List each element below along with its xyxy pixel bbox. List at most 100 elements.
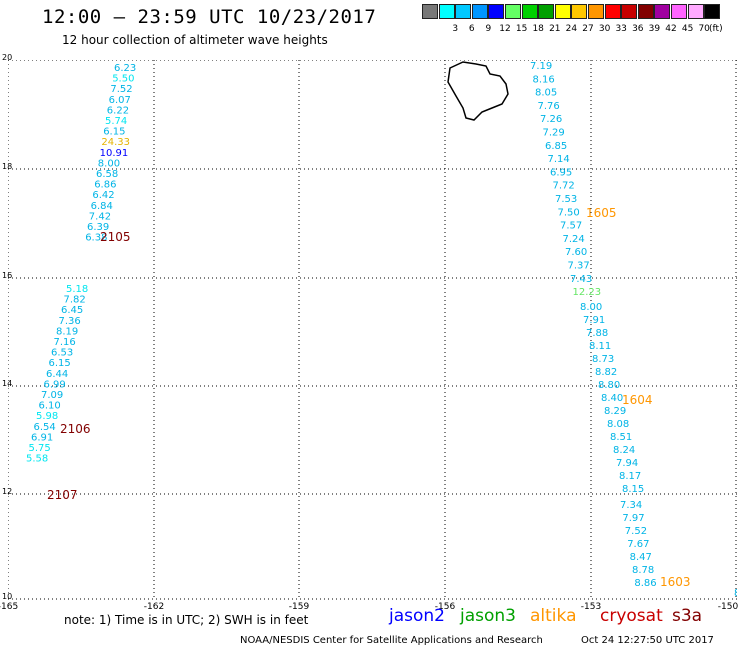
- scale-swatch: [438, 4, 455, 19]
- satellite-legend-item: s3a: [672, 606, 703, 626]
- longitude-tick: -156: [434, 602, 456, 612]
- wave-height-value: 6.99: [44, 379, 66, 390]
- wave-height-value: 7.42: [89, 211, 111, 222]
- scale-label: 9: [485, 24, 492, 34]
- satellite-legend-item: altika: [530, 606, 577, 626]
- wave-height-value: 6.58: [96, 169, 118, 180]
- scale-label: 30: [598, 24, 611, 34]
- satellite-legend-item: jason3: [460, 606, 516, 626]
- wave-height-value: 6.15: [49, 358, 71, 369]
- wave-height-value: 7.43: [570, 274, 592, 285]
- wave-height-value: 5.74: [105, 116, 127, 127]
- wave-height-value: 6.44: [46, 369, 68, 380]
- scale-label: 15: [515, 24, 528, 34]
- wave-height-value: 8.40: [601, 393, 623, 404]
- wave-height-value: 24.33: [101, 137, 130, 148]
- scale-label: 42: [665, 24, 677, 34]
- wave-height-value: 8.00: [580, 302, 602, 313]
- wave-height-value: 7.37: [568, 261, 590, 272]
- scale-swatch: [422, 4, 438, 19]
- hawaii-island-outline: [447, 61, 509, 121]
- scale-label: 36: [632, 24, 644, 34]
- wave-height-value: 5.50: [112, 74, 134, 85]
- wave-height-value: 10.91: [100, 148, 129, 159]
- scale-swatch: [687, 4, 704, 19]
- wave-height-value: 5.98: [36, 411, 58, 422]
- wave-height-value: 8.78: [632, 565, 654, 576]
- scale-swatch: [521, 4, 538, 19]
- wave-height-value: 6.95: [550, 167, 572, 178]
- wave-height-value: 8.73: [592, 354, 614, 365]
- wave-height-value: 7.94: [616, 458, 638, 469]
- pass-id-label: 1605: [586, 206, 617, 220]
- latitude-tick: 12: [2, 487, 13, 496]
- longitude-tick: -165: [0, 602, 19, 612]
- wave-height-value: 8.24: [613, 445, 635, 456]
- wave-height-value: 6.15: [103, 127, 125, 138]
- map-subtitle: 12 hour collection of altimeter wave hei…: [62, 33, 328, 47]
- wave-height-value: 6.42: [92, 190, 114, 201]
- wave-height-value: 7.52: [110, 84, 132, 95]
- wave-height-value: 7.34: [620, 500, 642, 511]
- wave-height-value: 8.00: [98, 158, 120, 169]
- scale-label: 27: [582, 24, 594, 34]
- wave-height-value: 6.45: [61, 305, 83, 316]
- pass-id-label: 1604: [622, 393, 653, 407]
- wave-height-value: 7.88: [586, 328, 608, 339]
- wave-height-value: 8.51: [610, 432, 632, 443]
- longitude-tick: -150: [717, 602, 739, 612]
- wave-height-value: 7.50: [558, 207, 580, 218]
- wave-height-value: 8.86: [634, 578, 656, 589]
- map-canvas: 6.235.507.526.076.225.746.1524.3310.918.…: [8, 60, 737, 600]
- altimeter-tracks: 6.235.507.526.076.225.746.1524.3310.918.…: [26, 61, 737, 599]
- scale-swatch: [505, 4, 521, 19]
- scale-label: 12: [499, 24, 511, 34]
- wave-height-value: 8.16: [533, 74, 555, 85]
- wave-height-value: 7.29: [543, 128, 565, 139]
- wave-height-value: 5.58: [26, 454, 48, 465]
- footnote: note: 1) Time is in UTC; 2) SWH is in fe…: [64, 613, 309, 627]
- wave-height-value: 7.76: [538, 101, 560, 112]
- wave-height-value: 8.47: [630, 552, 652, 563]
- scale-swatch: [571, 4, 588, 19]
- wave-height-value: 6.54: [34, 422, 56, 433]
- clipped-wave-value: 8.8: [734, 588, 737, 599]
- wave-height-value: 7.57: [560, 221, 582, 232]
- latitude-tick: 10: [2, 592, 13, 601]
- wave-height-value: 7.97: [622, 513, 644, 524]
- wave-height-value: 7.67: [627, 539, 649, 550]
- scale-swatch: [654, 4, 671, 19]
- wave-height-value: 7.19: [530, 61, 552, 72]
- wave-height-value: 7.52: [625, 526, 647, 537]
- scale-label: 3: [452, 24, 459, 34]
- wave-height-value: 6.53: [51, 348, 73, 359]
- latitude-tick: 18: [2, 162, 13, 171]
- scale-swatch: [621, 4, 638, 19]
- wave-height-value: 7.14: [548, 154, 570, 165]
- wave-height-value: 6.86: [94, 180, 116, 191]
- wave-height-value: 8.82: [595, 367, 617, 378]
- latitude-tick: 14: [2, 379, 13, 388]
- pass-id-label: 1603: [660, 575, 691, 589]
- wave-height-value: 6.91: [31, 432, 53, 443]
- scale-swatch: [455, 4, 472, 19]
- wave-height-value: 7.16: [54, 337, 76, 348]
- scale-swatch: [471, 4, 488, 19]
- wave-height-value: 7.09: [41, 390, 63, 401]
- scale-label: 21: [549, 24, 561, 34]
- longitude-tick: -159: [288, 602, 310, 612]
- wave-height-value: 7.91: [583, 315, 605, 326]
- wave-height-value: 8.17: [619, 471, 641, 482]
- wave-height-value: 8.80: [598, 380, 620, 391]
- scale-swatch: [538, 4, 555, 19]
- latitude-tick: 16: [2, 271, 13, 280]
- map-title: 12:00 – 23:59 UTC 10/23/2017: [42, 6, 377, 28]
- wave-height-value: 5.75: [29, 443, 51, 454]
- wave-height-value: 7.53: [555, 194, 577, 205]
- pass-id-label: 2105: [100, 230, 131, 244]
- scale-label: 18: [532, 24, 544, 34]
- wave-height-value: 6.85: [545, 141, 567, 152]
- wave-height-map: 6.23 5.50 7.52 6.07 6.22 5.74 6.15 24.33 10.91 8.…: [8, 60, 737, 600]
- wave-height-value: 6.38: [85, 233, 107, 244]
- satellite-legend-item: cryosat: [600, 606, 663, 626]
